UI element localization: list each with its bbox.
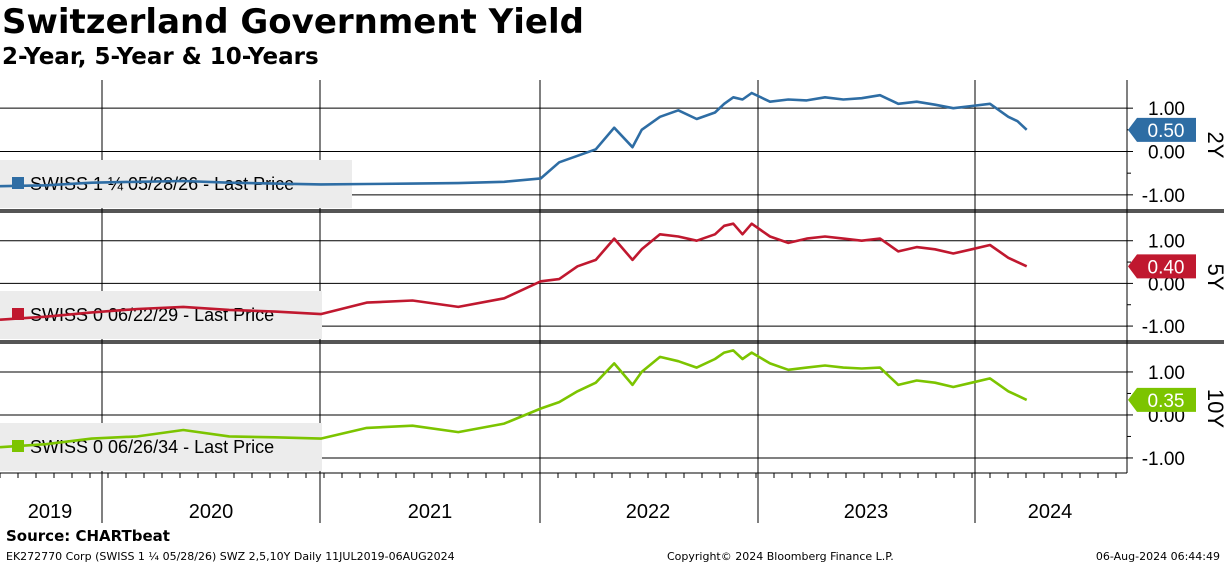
last-value-label: 0.35 bbox=[1148, 391, 1185, 412]
x-tick-label: 2019 bbox=[28, 501, 73, 523]
x-tick-label: 2022 bbox=[626, 501, 671, 523]
chart-subtitle: 2-Year, 5-Year & 10-Years bbox=[2, 44, 319, 70]
footer-security-info: EK272770 Corp (SWISS 1 ¼ 05/28/26) SWZ 2… bbox=[6, 550, 455, 563]
y-tick-label: 0.00 bbox=[1148, 143, 1185, 164]
y-tick-label: 1.00 bbox=[1148, 363, 1185, 384]
last-value-tag bbox=[1128, 254, 1196, 279]
chart-title: Switzerland Government Yield bbox=[2, 2, 584, 42]
y-tick-label: 0.00 bbox=[1148, 274, 1185, 295]
x-tick-label: 2020 bbox=[189, 501, 234, 523]
y-tick-label: 1.00 bbox=[1148, 232, 1185, 253]
footer-timestamp: 06-Aug-2024 06:44:49 bbox=[1095, 550, 1220, 563]
x-tick-label: 2023 bbox=[844, 501, 889, 523]
last-value-label: 0.50 bbox=[1148, 121, 1185, 142]
source-note: Source: CHARTbeat bbox=[6, 527, 170, 545]
x-tick-label: 2024 bbox=[1028, 501, 1073, 523]
panel-separator bbox=[0, 340, 1224, 344]
series-line-2Y bbox=[0, 91, 1028, 188]
panel-separator bbox=[0, 209, 1224, 213]
last-value-tag bbox=[1128, 117, 1196, 142]
legend-label: SWISS 1 ¼ 05/28/26 - Last Price bbox=[30, 174, 294, 194]
panel-axis-label: 2Y bbox=[1203, 132, 1224, 159]
y-tick-label: -1.00 bbox=[1142, 317, 1185, 338]
series-line-10Y bbox=[0, 349, 1028, 449]
x-tick-label: 2021 bbox=[408, 501, 453, 523]
y-tick-label: 1.00 bbox=[1148, 99, 1185, 120]
panel-axis-label: 10Y bbox=[1203, 389, 1224, 428]
y-tick-label: -1.00 bbox=[1142, 449, 1185, 470]
panel-axis-label: 5Y bbox=[1203, 264, 1224, 291]
legend-box bbox=[0, 423, 322, 471]
legend-swatch bbox=[12, 308, 24, 320]
legend-label: SWISS 0 06/26/34 - Last Price bbox=[30, 437, 274, 457]
footer-copyright: Copyright© 2024 Bloomberg Finance L.P. bbox=[667, 550, 894, 563]
series-line-5Y bbox=[0, 222, 1028, 321]
last-value-label: 0.40 bbox=[1148, 257, 1185, 278]
y-tick-label: -1.00 bbox=[1142, 186, 1185, 207]
last-value-tag bbox=[1128, 387, 1196, 412]
